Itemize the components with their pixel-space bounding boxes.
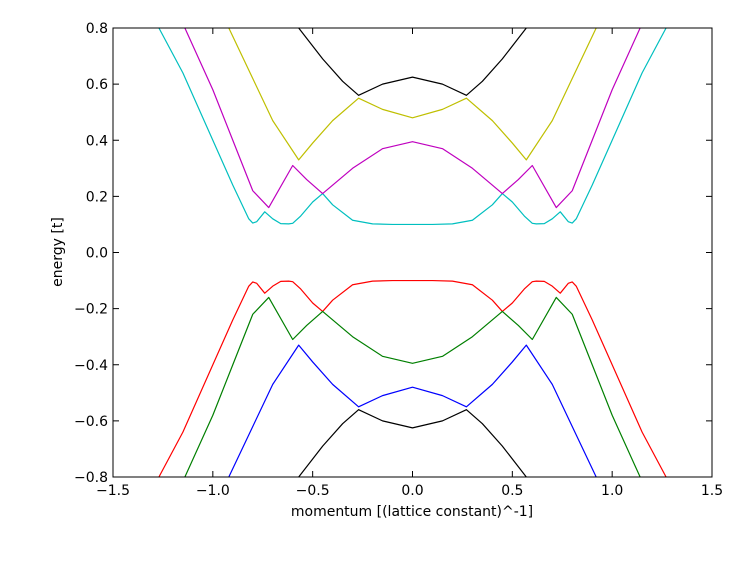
series-line-0 [158,28,667,226]
x-tick-label: 1.5 [701,483,723,499]
x-tick-label: 1.0 [601,483,623,499]
tick-layer: −1.5 −1.0 −0.5 0.0 0.5 1.0 1.5 −0.8 −0.6 −0.4 −0.2… [74,21,723,499]
y-tick-label: 0.2 [86,189,108,205]
x-tick-label: 0.0 [401,483,423,499]
series-line-7 [298,409,527,477]
y-tick-label: 0.6 [86,77,108,93]
series-line-1 [184,28,641,209]
series-line-3 [298,28,527,96]
series-line-2 [228,28,597,161]
x-tick-label: 0.5 [501,483,523,499]
y-tick-label: −0.4 [74,358,108,374]
y-tick-label: −0.8 [74,470,108,486]
x-tick-label: −1.5 [96,483,130,499]
y-tick-label: 0.4 [86,133,108,149]
y-axis-label: energy [t] [50,217,66,287]
y-tick-label: −0.6 [74,414,108,430]
series-layer [158,28,667,477]
x-axis-label: momentum [(lattice constant)^-1] [291,504,533,520]
x-tick-label: −0.5 [296,483,330,499]
series-line-4 [158,279,667,477]
y-tick-label: −0.2 [74,302,108,318]
plot-frame [112,27,713,478]
x-tick-label: −1.0 [196,483,230,499]
series-line-5 [184,296,641,477]
y-tick-label: 0.0 [86,246,108,262]
y-tick-label: 0.8 [86,21,108,37]
series-line-6 [228,344,597,477]
